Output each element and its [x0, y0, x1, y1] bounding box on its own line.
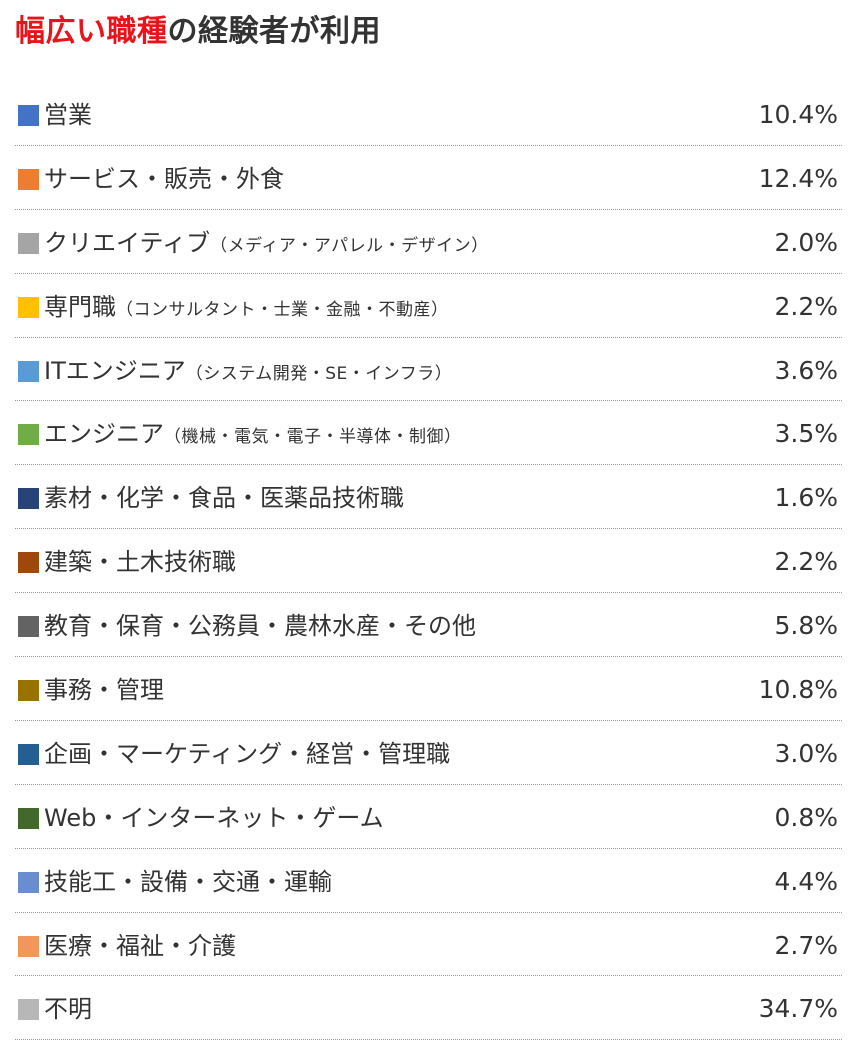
- category-label: ITエンジニア（システム開発・SE・インフラ）: [44, 338, 452, 401]
- category-label: Web・インターネット・ゲーム: [44, 785, 384, 848]
- category-note: （コンサルタント・士業・金融・不動産）: [116, 299, 449, 320]
- legend-swatch: [18, 616, 39, 638]
- category-name: Web・インターネット・ゲーム: [44, 803, 384, 832]
- category-label: エンジニア（機械・電気・電子・半導体・制御）: [44, 401, 462, 464]
- legend-swatch: [18, 296, 39, 318]
- chart-title: 幅広い職種の経験者が利用: [15, 8, 381, 56]
- category-label: 専門職（コンサルタント・士業・金融・不動産）: [44, 274, 449, 337]
- category-note: （メディア・アパレル・デザイン）: [210, 235, 489, 256]
- category-label: 企画・マーケティング・経営・管理職: [44, 721, 450, 784]
- category-row: 技能工・設備・交通・運輸 4.4%: [15, 849, 842, 913]
- category-value: 3.5%: [774, 419, 838, 449]
- category-name: 事務・管理: [44, 676, 164, 705]
- category-name: 建築・土木技術職: [44, 548, 236, 577]
- category-name: サービス・販売・外食: [44, 164, 284, 193]
- category-value: 2.0%: [774, 227, 838, 257]
- category-name: 技能工・設備・交通・運輸: [44, 867, 332, 896]
- category-row: 事務・管理 10.8%: [15, 657, 842, 721]
- category-name: 営業: [44, 101, 92, 129]
- category-value: 34.7%: [758, 994, 838, 1024]
- category-note: （システム開発・SE・インフラ）: [185, 363, 453, 384]
- category-name: 企画・マーケティング・経営・管理職: [44, 739, 451, 768]
- category-name: ITエンジニア: [44, 356, 186, 385]
- legend-swatch: [18, 232, 39, 254]
- category-name: エンジニア: [44, 420, 164, 449]
- category-label: 素材・化学・食品・医薬品技術職: [44, 465, 404, 528]
- legend-swatch: [18, 743, 39, 765]
- category-row: クリエイティブ（メディア・アパレル・デザイン） 2.0%: [15, 210, 842, 274]
- category-label: 不明: [44, 976, 92, 1039]
- category-row: 素材・化学・食品・医薬品技術職 1.6%: [15, 465, 842, 530]
- category-row: 専門職（コンサルタント・士業・金融・不動産） 2.2%: [15, 274, 842, 338]
- category-row: 企画・マーケティング・経営・管理職 3.0%: [15, 721, 842, 785]
- category-label: 医療・福祉・介護: [44, 913, 236, 976]
- category-row: 営業 10.4%: [15, 82, 842, 146]
- category-row: 建築・土木技術職 2.2%: [15, 529, 842, 594]
- category-value: 5.8%: [774, 611, 838, 641]
- legend-swatch: [18, 424, 39, 446]
- category-name: 不明: [44, 995, 92, 1024]
- legend-swatch: [18, 552, 39, 574]
- category-value: 2.2%: [774, 547, 838, 577]
- category-name: 専門職: [44, 292, 116, 321]
- legend-swatch: [18, 935, 39, 957]
- legend-swatch: [18, 105, 39, 126]
- category-row: 教育・保育・公務員・農林水産・その他 5.8%: [15, 593, 842, 658]
- legend-swatch: [18, 488, 39, 510]
- legend-swatch: [18, 680, 39, 702]
- category-value: 2.7%: [774, 930, 838, 960]
- category-value: 12.4%: [758, 163, 838, 193]
- category-row: 医療・福祉・介護 2.7%: [15, 913, 842, 977]
- category-row: サービス・販売・外食 12.4%: [15, 146, 842, 210]
- category-label: 営業: [44, 82, 92, 145]
- category-name: 教育・保育・公務員・農林水産・その他: [44, 612, 476, 641]
- category-row: エンジニア（機械・電気・電子・半導体・制御） 3.5%: [15, 401, 842, 466]
- category-label: クリエイティブ（メディア・アパレル・デザイン）: [44, 210, 489, 273]
- category-label: 事務・管理: [44, 657, 164, 720]
- title-rest: の経験者が利用: [167, 14, 381, 49]
- category-value: 2.2%: [774, 291, 838, 321]
- category-value: 10.8%: [758, 675, 838, 705]
- category-value: 4.4%: [774, 866, 838, 896]
- legend-swatch: [18, 807, 39, 829]
- legend-swatch: [18, 871, 39, 893]
- category-list: 営業 10.4% サービス・販売・外食 12.4% クリエイティブ（メディア・アパレル・…: [15, 82, 842, 1041]
- category-row: ITエンジニア（システム開発・SE・インフラ） 3.6%: [15, 338, 842, 402]
- category-name: クリエイティブ: [44, 228, 211, 257]
- category-label: 教育・保育・公務員・農林水産・その他: [44, 593, 476, 656]
- category-row: Web・インターネット・ゲーム 0.8%: [15, 785, 842, 849]
- title-accent: 幅広い職種: [15, 14, 168, 49]
- category-name: 素材・化学・食品・医薬品技術職: [44, 484, 404, 513]
- category-value: 0.8%: [774, 802, 838, 832]
- category-label: 技能工・設備・交通・運輸: [44, 849, 332, 912]
- category-name: 医療・福祉・介護: [44, 931, 236, 960]
- category-label: サービス・販売・外食: [44, 146, 284, 209]
- legend-swatch: [18, 999, 39, 1021]
- category-value: 3.6%: [774, 355, 838, 385]
- category-label: 建築・土木技術職: [44, 529, 236, 592]
- category-value: 3.0%: [774, 738, 838, 768]
- legend-swatch: [18, 360, 39, 382]
- category-value: 1.6%: [774, 483, 838, 513]
- legend-swatch: [18, 168, 39, 190]
- category-note: （機械・電気・電子・半導体・制御）: [164, 427, 462, 448]
- category-value: 10.4%: [758, 100, 838, 129]
- category-row: 不明 34.7%: [15, 976, 842, 1041]
